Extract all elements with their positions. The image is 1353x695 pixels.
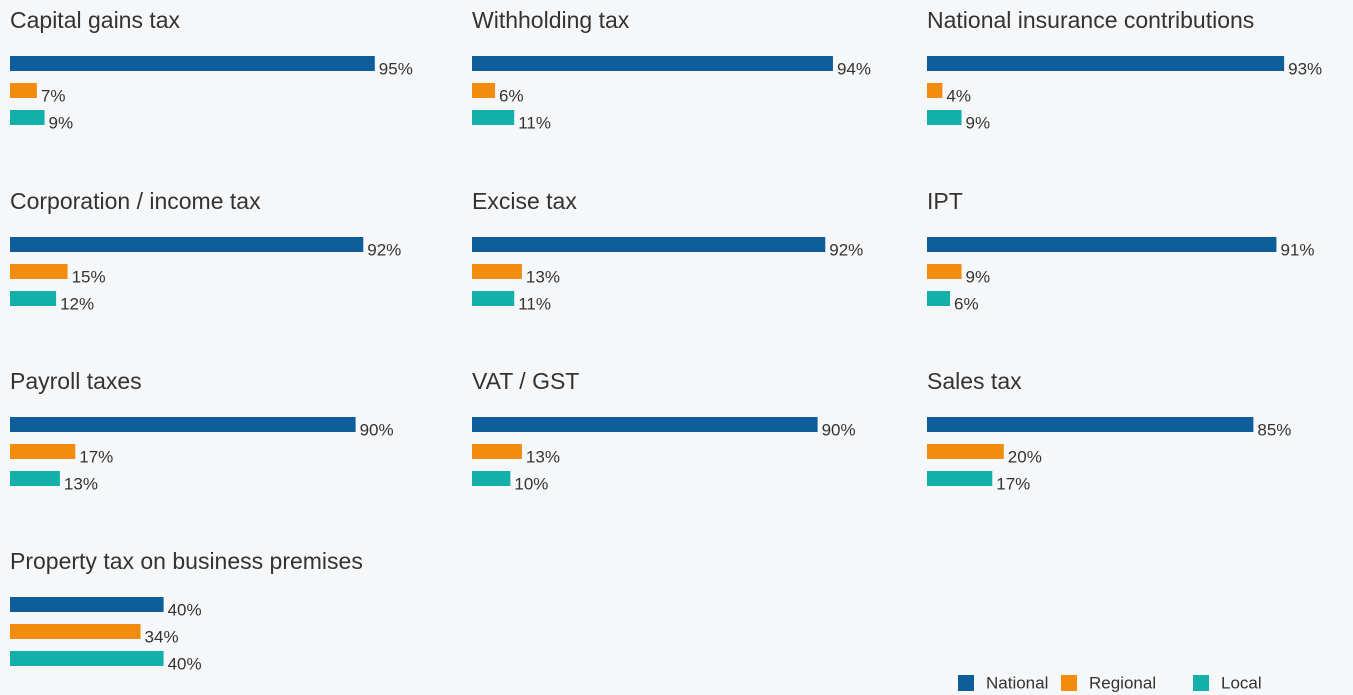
legend-swatch xyxy=(1061,675,1077,691)
bar xyxy=(927,444,1004,459)
panel-title: National insurance contributions xyxy=(927,7,1254,33)
legend-label: National xyxy=(986,673,1048,692)
value-label: 92% xyxy=(367,240,401,259)
value-label: 20% xyxy=(1008,447,1042,466)
value-label: 9% xyxy=(966,113,991,132)
bar xyxy=(10,110,45,125)
legend-swatch xyxy=(1193,675,1209,691)
value-label: 40% xyxy=(168,600,202,619)
value-label: 95% xyxy=(379,59,413,78)
bar xyxy=(10,444,76,459)
panel-title: VAT / GST xyxy=(472,368,579,394)
bar xyxy=(472,417,818,432)
value-label: 94% xyxy=(837,59,871,78)
value-label: 9% xyxy=(966,267,991,286)
bar xyxy=(472,444,522,459)
bar xyxy=(10,56,375,71)
bar xyxy=(472,264,522,279)
value-label: 6% xyxy=(954,294,979,313)
bar xyxy=(927,110,962,125)
panel-title: Excise tax xyxy=(472,188,577,214)
value-label: 13% xyxy=(64,474,98,493)
bar xyxy=(10,264,68,279)
bar xyxy=(472,237,826,252)
bar xyxy=(10,417,356,432)
value-label: 11% xyxy=(518,294,551,313)
value-label: 12% xyxy=(60,294,94,313)
bar xyxy=(927,237,1277,252)
bar xyxy=(927,264,962,279)
bar xyxy=(472,56,833,71)
bar xyxy=(472,471,511,486)
bar xyxy=(10,471,60,486)
legend-swatch xyxy=(958,675,974,691)
bar xyxy=(10,651,164,666)
value-label: 34% xyxy=(145,627,179,646)
value-label: 40% xyxy=(168,654,202,673)
bar xyxy=(10,624,141,639)
legend-label: Local xyxy=(1221,673,1262,692)
value-label: 11% xyxy=(518,113,551,132)
panel-title: Property tax on business premises xyxy=(10,548,363,574)
bar xyxy=(472,291,515,306)
bar xyxy=(472,110,515,125)
bar xyxy=(10,83,37,98)
value-label: 93% xyxy=(1288,59,1322,78)
value-label: 85% xyxy=(1257,420,1291,439)
bar xyxy=(927,417,1254,432)
value-label: 92% xyxy=(829,240,863,259)
bar xyxy=(10,291,57,306)
bar xyxy=(927,83,943,98)
bar xyxy=(10,597,164,612)
value-label: 4% xyxy=(946,86,971,105)
value-label: 17% xyxy=(79,447,113,466)
value-label: 17% xyxy=(996,474,1030,493)
value-label: 90% xyxy=(360,420,394,439)
legend-label: Regional xyxy=(1089,673,1156,692)
value-label: 10% xyxy=(514,474,548,493)
panel-title: Sales tax xyxy=(927,368,1022,394)
value-label: 7% xyxy=(41,86,66,105)
bar xyxy=(927,471,993,486)
value-label: 90% xyxy=(822,420,856,439)
bar xyxy=(927,291,951,306)
value-label: 13% xyxy=(526,267,560,286)
bar xyxy=(10,237,364,252)
bar xyxy=(927,56,1285,71)
panel-title: Capital gains tax xyxy=(10,7,181,33)
value-label: 9% xyxy=(49,113,74,132)
panel-title: IPT xyxy=(927,188,963,214)
value-label: 91% xyxy=(1280,240,1314,259)
panel-title: Withholding tax xyxy=(472,7,630,33)
value-label: 13% xyxy=(526,447,560,466)
panel-title: Corporation / income tax xyxy=(10,188,261,214)
panel-title: Payroll taxes xyxy=(10,368,142,394)
value-label: 6% xyxy=(499,86,524,105)
bar xyxy=(472,83,496,98)
value-label: 15% xyxy=(72,267,106,286)
